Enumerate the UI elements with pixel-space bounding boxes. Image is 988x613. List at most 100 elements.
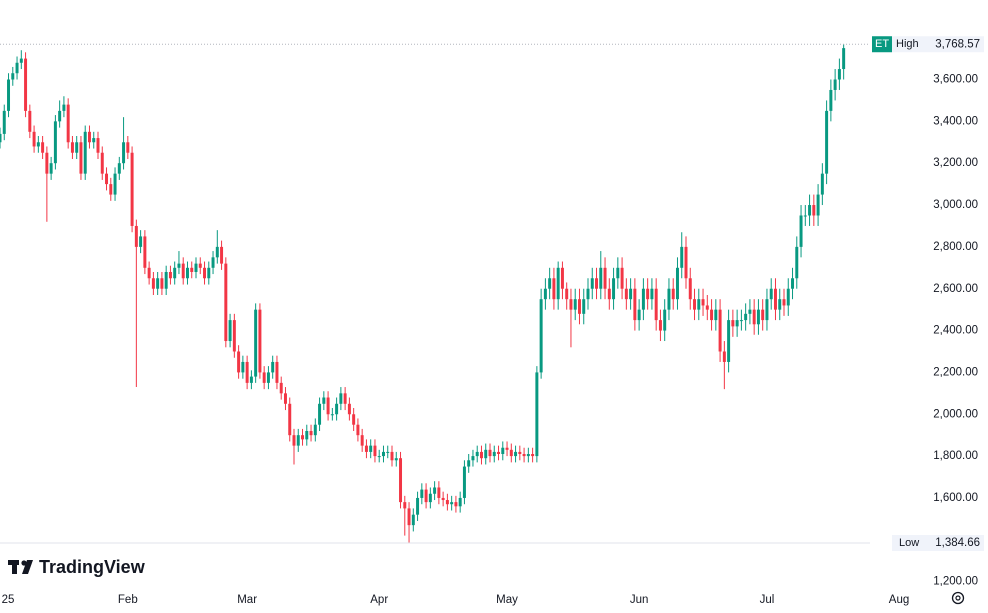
- candle-body: [288, 403, 292, 436]
- candle-body: [339, 393, 343, 404]
- candle-body: [667, 288, 671, 310]
- candle-body: [590, 278, 594, 289]
- candle-body: [595, 278, 599, 289]
- candle-body: [539, 299, 543, 373]
- candle-body: [582, 299, 586, 314]
- candle-body: [381, 451, 385, 457]
- candle-body: [658, 320, 662, 331]
- candle-body: [156, 278, 160, 289]
- candle-body: [399, 458, 403, 503]
- candle-body: [117, 163, 121, 174]
- candle-body: [7, 79, 11, 111]
- y-tick-label: 3,600.00: [933, 74, 978, 86]
- candle-body: [411, 514, 415, 526]
- candle-body: [675, 267, 679, 300]
- candle-body: [731, 320, 735, 327]
- candle-body: [58, 110, 62, 122]
- symbol-badge-bg: [872, 36, 892, 53]
- candle-body: [663, 309, 667, 331]
- candle-body: [313, 424, 317, 436]
- candle-body: [134, 225, 138, 247]
- candle-body: [335, 403, 339, 415]
- candle-body: [309, 430, 313, 436]
- brand-name: TradingView: [39, 557, 146, 577]
- candle-body: [2, 110, 6, 134]
- candle-body: [445, 500, 449, 505]
- y-tick-label: 1,600.00: [933, 492, 978, 504]
- logo-shape: [22, 560, 33, 574]
- candle-body: [509, 449, 513, 457]
- x-tick-label: Mar: [237, 594, 257, 606]
- candle-body: [565, 288, 569, 300]
- candle-body: [829, 89, 833, 111]
- candle-body: [697, 299, 701, 310]
- candle-body: [360, 435, 364, 446]
- gear-center: [955, 595, 961, 601]
- candle-body: [62, 104, 66, 111]
- candle-body: [356, 424, 360, 436]
- candle-body: [45, 152, 49, 174]
- candle-body: [484, 449, 488, 459]
- x-tick-label: Feb: [118, 594, 138, 606]
- candle-body: [739, 320, 743, 322]
- candle-body: [390, 451, 394, 461]
- candle-body: [11, 73, 15, 80]
- y-tick-label: 1,800.00: [933, 450, 978, 462]
- candle-body: [407, 508, 411, 526]
- candle-body: [420, 489, 424, 498]
- candle-body: [526, 454, 530, 457]
- candle-body: [650, 288, 654, 300]
- candle-body: [279, 382, 283, 394]
- candle-body: [173, 267, 177, 279]
- logo-shape: [12, 560, 17, 574]
- gear[interactable]: [951, 591, 965, 605]
- y-tick-label: 3,200.00: [933, 157, 978, 169]
- y-tick-label: 1,200.00: [933, 576, 978, 588]
- candle-body: [641, 288, 645, 310]
- candle-body: [168, 271, 172, 279]
- candle-body: [364, 445, 368, 452]
- candle-body: [53, 121, 57, 164]
- candle-body: [752, 309, 756, 325]
- candle-body: [437, 487, 441, 498]
- candle-body: [428, 493, 432, 503]
- settings-icon[interactable]: [951, 591, 965, 605]
- candle-body: [833, 79, 837, 90]
- candle-body: [386, 451, 390, 453]
- x-tick-label: Jul: [760, 594, 775, 606]
- candle-body: [105, 173, 109, 185]
- candle-body: [586, 288, 590, 300]
- candles: [0, 44, 846, 543]
- candle-body: [147, 267, 151, 279]
- candle-body: [701, 299, 705, 306]
- candle-body: [543, 288, 547, 300]
- candle-body: [714, 309, 718, 321]
- candle-body: [748, 309, 752, 314]
- candle-body: [535, 372, 539, 457]
- x-tick-label: Jun: [630, 594, 649, 606]
- candle-body: [394, 458, 398, 461]
- candle-body: [181, 263, 185, 279]
- candle-body: [100, 152, 104, 174]
- candle-body: [825, 110, 829, 174]
- candle-body: [769, 288, 773, 300]
- candle-body: [305, 430, 309, 440]
- candle-body: [735, 320, 739, 327]
- candle-body: [633, 288, 637, 321]
- candle-body: [629, 288, 633, 300]
- candle-body: [185, 267, 189, 279]
- candle-body: [215, 246, 219, 258]
- candle-body: [15, 62, 19, 74]
- candle-body: [24, 58, 28, 111]
- candle-body: [228, 320, 232, 342]
- candle-body: [126, 142, 130, 153]
- candle-body: [79, 142, 83, 174]
- candle-body: [450, 502, 454, 505]
- candle-body: [475, 451, 479, 457]
- candle-body: [416, 497, 420, 515]
- candle-body: [36, 142, 40, 147]
- candle-body: [143, 236, 147, 268]
- y-tick-label: 3,000.00: [933, 199, 978, 211]
- candle-body: [49, 163, 53, 174]
- candle-body: [283, 393, 287, 404]
